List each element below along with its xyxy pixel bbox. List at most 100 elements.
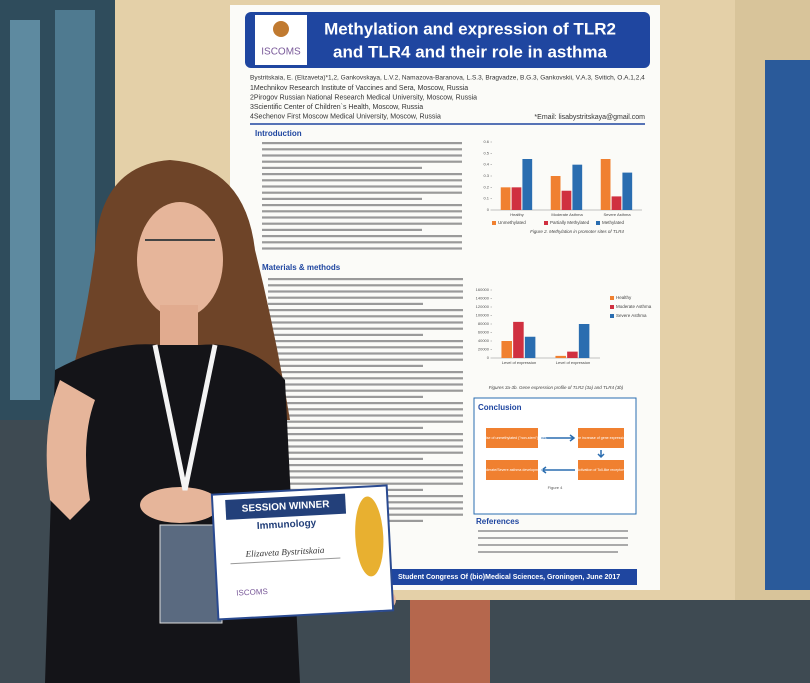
text-line: [478, 551, 618, 553]
affiliation: 3Scientific Center of Children`s Health,…: [250, 104, 423, 111]
text-line: [262, 185, 462, 188]
text-line: [268, 408, 463, 411]
certificate-heading: SESSION WINNER: [241, 499, 330, 515]
text-line: [262, 160, 462, 163]
certificate-name: Elizaveta Bystritskaia: [244, 545, 325, 559]
bar: [524, 336, 536, 358]
legend-label: Moderate Asthma: [616, 304, 652, 309]
text-line: [268, 389, 463, 392]
y-tick-label: 0.1: [483, 196, 489, 201]
x-tick-label: Level of expression: [556, 360, 590, 365]
bar: [572, 164, 583, 210]
poster-title: Methylation and expression of TLR2: [324, 19, 616, 38]
y-tick-label: 160000: [476, 287, 490, 292]
text-line: [268, 470, 463, 473]
poster-logo: ISCOMS: [261, 47, 301, 58]
text-line: [262, 166, 422, 169]
bar: [513, 321, 524, 358]
bar: [578, 324, 590, 358]
y-tick-label: 0.3: [483, 173, 489, 178]
bar: [501, 341, 512, 358]
legend-swatch: [596, 221, 600, 225]
text-line: [268, 327, 463, 330]
hand: [140, 487, 220, 523]
text-line: [262, 204, 462, 207]
x-tick-label: Moderate Asthma: [551, 212, 583, 217]
text-line: [262, 216, 462, 219]
text-line: [262, 210, 462, 213]
bar: [600, 159, 611, 210]
signature-line: [230, 557, 341, 565]
y-tick-label: 40000: [478, 338, 490, 343]
bar: [561, 190, 572, 210]
certificate-banner: [225, 493, 347, 520]
x-tick-label: Severe Asthma: [603, 212, 631, 217]
text-line: [478, 530, 628, 532]
bar: [567, 351, 578, 358]
text-line: [262, 179, 462, 182]
y-tick-label: 0.4: [483, 162, 489, 167]
text-line: [268, 445, 463, 448]
text-line: [262, 197, 422, 200]
text-line: [268, 352, 463, 355]
text-line: [268, 377, 463, 380]
text-line: [268, 290, 463, 293]
text-line: [262, 222, 462, 225]
flow-text: Activation of Toll-like receptors: [577, 468, 626, 472]
text-line: [262, 173, 462, 176]
text-line: [268, 315, 463, 318]
y-tick-label: 20000: [478, 347, 490, 352]
text-line: [262, 154, 462, 157]
text-line: [268, 451, 463, 454]
text-line: [262, 142, 462, 145]
bar: [550, 176, 561, 210]
flow-text: The rise of unmethylated ("non-stem") si…: [478, 436, 547, 440]
y-tick-label: 140000: [476, 296, 490, 301]
text-line: [262, 148, 462, 151]
text-line: [268, 457, 423, 460]
legend-swatch: [492, 221, 496, 225]
section-heading: References: [476, 517, 520, 526]
y-tick-label: 0.6: [483, 139, 489, 144]
text-line: [268, 420, 463, 423]
text-line: [268, 333, 423, 336]
text-line: [268, 426, 423, 429]
bar: [511, 187, 522, 210]
text-line: [262, 228, 422, 231]
text-line: [478, 544, 628, 546]
text-line: [268, 433, 463, 436]
x-tick-label: Healthy: [510, 212, 524, 217]
conclusion-box: [473, 397, 637, 515]
email: *Email: lisabystritskaya@gmail.com: [534, 114, 645, 121]
legend-label: Unmethylated: [498, 220, 526, 225]
footer: Student Congress Of (bio)Medical Science…: [398, 574, 620, 581]
text-line: [268, 284, 463, 287]
text-line: [268, 309, 463, 312]
y-tick-label: 60000: [478, 330, 490, 335]
legend-label: Healthy: [616, 295, 632, 300]
flow-text: The increase of gene expression: [575, 436, 627, 440]
poster-title: and TLR4 and their role in asthma: [333, 42, 607, 61]
legend-label: Methylated: [602, 220, 625, 225]
section-heading: Materials & methods: [262, 263, 341, 272]
y-tick-label: 0: [487, 355, 490, 360]
y-tick-label: 0.2: [483, 184, 489, 189]
flow-box: [578, 460, 624, 480]
certificate-topic: Immunology: [257, 518, 317, 532]
figure-caption: Figure 2. Methylation in promoter sites …: [530, 229, 624, 234]
text-line: [268, 395, 423, 398]
text-line: [268, 476, 463, 479]
text-line: [268, 321, 463, 324]
figure-caption: Figure 4: [548, 485, 563, 490]
text-line: [478, 537, 628, 539]
affiliation: 4Sechenov First Moscow Medical Universit…: [250, 113, 441, 120]
text-line: [268, 439, 463, 442]
text-line: [268, 383, 463, 386]
bar: [555, 355, 566, 358]
text-line: [268, 402, 463, 405]
section-heading: Conclusion: [478, 403, 522, 412]
text-line: [268, 302, 423, 305]
flow-box: [486, 460, 538, 480]
arm: [46, 380, 95, 520]
